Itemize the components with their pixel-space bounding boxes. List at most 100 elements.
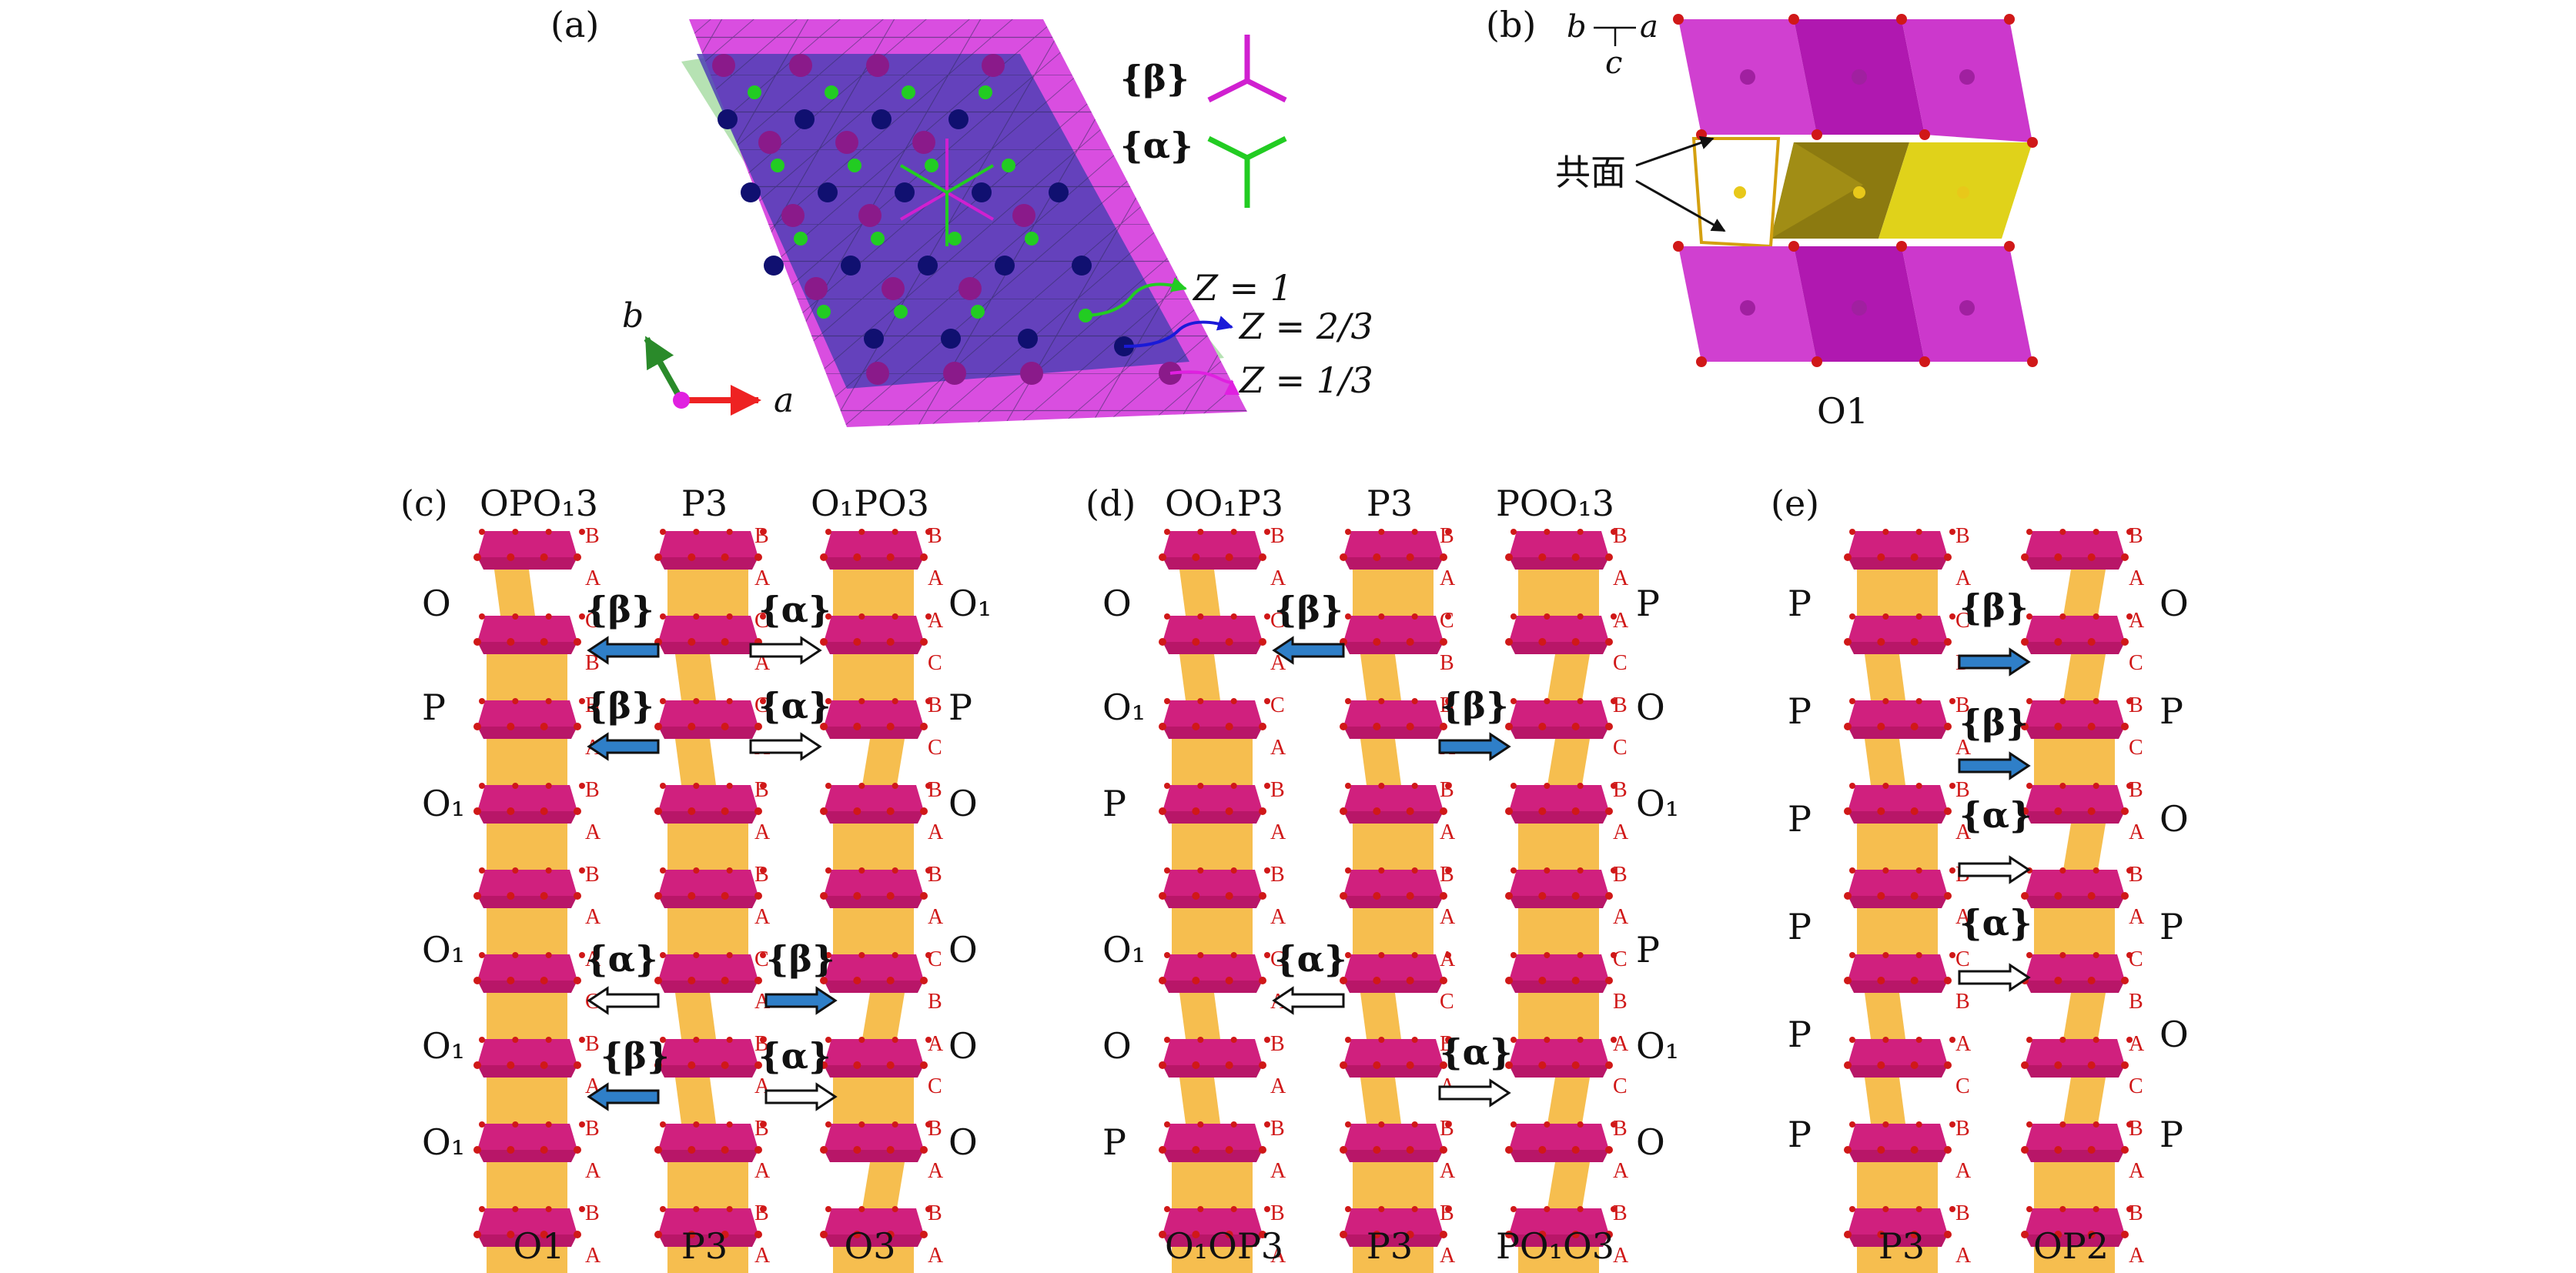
site-letter: A <box>585 947 601 971</box>
e-col1-prism <box>1857 1162 1938 1208</box>
yellow-prisms <box>1691 137 2032 249</box>
site-letter: C <box>2129 651 2143 675</box>
e-right-label: P <box>2159 690 2183 732</box>
stacking-panels: BACBBABABAACBABABABACACABABACABABABABAAC… <box>422 524 2189 1273</box>
site-letter: A <box>585 1244 601 1268</box>
e-col1-slab <box>1844 952 1955 993</box>
e-col1-prism <box>1857 570 1938 616</box>
c-col2-slab <box>654 1121 766 1162</box>
beta-shift-arrow: {β} <box>585 685 660 761</box>
e-left-label: P <box>1788 583 1812 624</box>
e-left-label: P <box>1788 1114 1812 1155</box>
site-letter: A <box>1270 566 1286 590</box>
e-col1-prism <box>1865 993 1905 1039</box>
e-col2-prism <box>2063 993 2106 1039</box>
d-col2-slab <box>1340 698 1451 739</box>
d-col1-prism <box>1172 1247 1253 1273</box>
site-letter: A <box>2129 566 2145 590</box>
e-right-label: P <box>2159 906 2183 947</box>
site-letter: B <box>2129 693 2143 717</box>
d-col3-prism <box>1547 1162 1590 1208</box>
e-col2-slab <box>2021 952 2133 993</box>
shift-label: {α} <box>1959 902 2032 944</box>
c-col2-prism <box>675 993 716 1039</box>
shift-label: {α} <box>758 685 831 727</box>
site-letter: A <box>1440 820 1456 844</box>
e-right-label: O <box>2159 1014 2189 1055</box>
shift-label: {β} <box>585 589 654 630</box>
d-col3-prism <box>1547 654 1590 700</box>
beta-legend-label: {β} <box>1120 58 1189 99</box>
alpha-shift-arrow: {α} <box>585 938 660 1015</box>
alpha-shift-arrow: {α} <box>1272 938 1347 1015</box>
panel-e-label: (e) <box>1771 483 1819 524</box>
d-col1-slab <box>1159 529 1270 570</box>
shift-label: {β} <box>1959 702 2029 743</box>
d-col2-prism <box>1360 654 1401 700</box>
site-letter: A <box>1955 1244 1972 1268</box>
d-col2-prism <box>1353 1162 1434 1208</box>
c-col1-slab <box>473 867 585 908</box>
e-col1-slab <box>1844 1206 1955 1247</box>
z13-label: Z = 1/3 <box>1238 359 1373 401</box>
e-right-label: P <box>2159 1114 2183 1155</box>
c-col3-prism <box>862 739 905 785</box>
site-letter: B <box>1613 863 1628 887</box>
site-letter: A <box>2129 1032 2145 1056</box>
site-letter: B <box>928 1201 942 1225</box>
c-col2-prism <box>667 1162 748 1208</box>
d-col3-prism <box>1518 1247 1599 1273</box>
panel-b-caption: O1 <box>1817 390 1868 432</box>
e-col1-prism <box>1857 1247 1938 1273</box>
d-right-label: O <box>1636 687 1665 728</box>
site-letter: C <box>1613 947 1628 971</box>
e-col2-prism <box>2034 1162 2115 1208</box>
site-letter: B <box>1270 1117 1285 1141</box>
site-letter: B <box>1613 693 1628 717</box>
d-col3-slab <box>1505 783 1617 824</box>
axis-b-label-b: b <box>1567 9 1587 45</box>
z13-pointer <box>1169 370 1239 396</box>
e-right-label: O <box>2159 798 2189 840</box>
site-letter: C <box>928 947 942 971</box>
axis-c-label-b: c <box>1605 45 1622 81</box>
e-col1-prism <box>1865 739 1905 785</box>
d-col1-prism <box>1172 1162 1253 1208</box>
d-right-label: P <box>1636 583 1660 624</box>
site-letter: B <box>585 693 600 717</box>
e-left-label: P <box>1788 690 1812 732</box>
c-col1-slab <box>473 613 585 654</box>
site-letter: B <box>585 778 600 802</box>
alpha-shift-arrow: {α} <box>749 589 831 665</box>
d-col1-prism <box>1179 654 1220 700</box>
axis-origin <box>673 392 690 409</box>
d-col2-slab <box>1340 783 1451 824</box>
c-col3-prism <box>833 654 914 700</box>
d-title-1: OO₁P3 <box>1165 483 1283 524</box>
site-letter: B <box>1955 693 1970 717</box>
e-col1-slab <box>1844 613 1955 654</box>
axis-a-label: a <box>774 381 794 420</box>
site-letter: A <box>754 566 771 590</box>
c-title-2: P3 <box>681 483 728 524</box>
site-letter: A <box>1955 1032 1972 1056</box>
e-col1-slab <box>1844 698 1955 739</box>
site-letter: A <box>585 820 601 844</box>
site-letter: A <box>1440 566 1456 590</box>
site-letter: B <box>1440 1032 1454 1056</box>
d-col2-slab <box>1340 529 1451 570</box>
e-bottom-2: OP2 <box>2033 1225 2109 1267</box>
c-col2-prism <box>667 570 748 616</box>
c-col1-slab <box>473 1037 585 1078</box>
c-col1-prism <box>487 654 567 700</box>
c-title-1: OPO₁3 <box>480 483 598 524</box>
shift-label: {β} <box>1959 586 2029 628</box>
d-bottom-1: O₁OP3 <box>1165 1225 1283 1267</box>
c-col3-prism <box>862 993 905 1039</box>
bottom-octahedra <box>1678 246 2032 362</box>
d-col2-slab <box>1340 613 1451 654</box>
panel-a: (a) <box>550 4 1373 427</box>
z23-label: Z = 2/3 <box>1238 306 1373 347</box>
z23-pointer <box>1123 316 1233 348</box>
site-letter: A <box>928 1159 944 1183</box>
